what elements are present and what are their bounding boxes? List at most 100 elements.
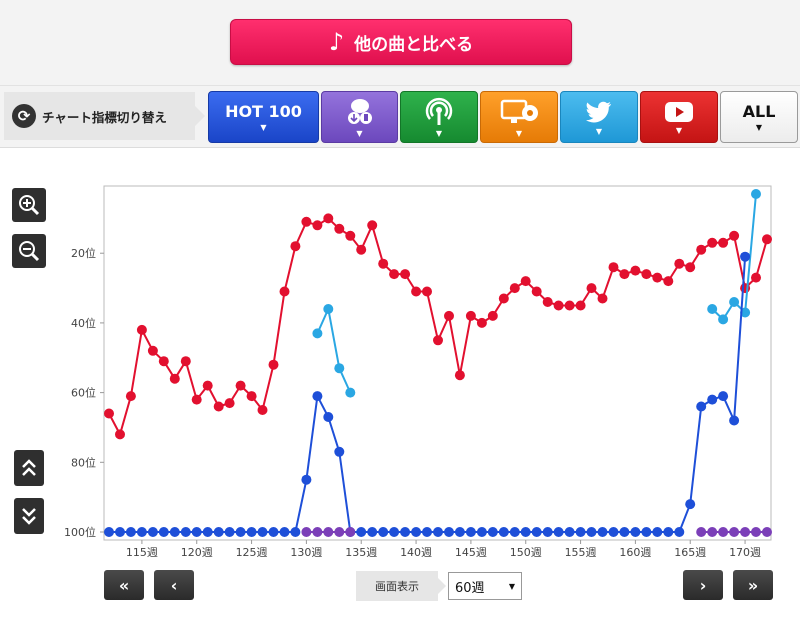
tab-radio[interactable]: ▼ xyxy=(400,91,478,143)
data-point xyxy=(564,300,575,311)
view-label: 画面表示 xyxy=(356,571,446,601)
tab-youtube[interactable]: ▼ xyxy=(640,91,718,143)
prev-page-button[interactable]: ‹ xyxy=(154,570,194,600)
data-point xyxy=(641,527,652,537)
data-point xyxy=(553,300,564,311)
data-point xyxy=(290,527,301,537)
data-point xyxy=(630,265,641,276)
music-note-icon: ♪ xyxy=(328,28,345,56)
data-point xyxy=(740,527,751,537)
tab-download[interactable]: ▼ xyxy=(321,91,398,143)
data-point xyxy=(718,237,729,248)
data-point xyxy=(257,405,268,415)
data-point xyxy=(136,527,147,537)
x-tick-label: 160週 xyxy=(619,546,651,559)
download-icon xyxy=(347,98,372,124)
label-arrow xyxy=(195,106,205,126)
data-point xyxy=(740,251,751,262)
data-point xyxy=(575,300,586,311)
data-point xyxy=(400,269,411,280)
data-point xyxy=(312,527,323,537)
data-point xyxy=(509,527,520,537)
series-line xyxy=(316,305,352,394)
data-point xyxy=(104,527,114,537)
data-point xyxy=(696,527,707,537)
data-point xyxy=(729,230,740,241)
data-point xyxy=(696,244,707,255)
first-page-button[interactable]: « xyxy=(104,570,144,600)
data-point xyxy=(597,527,608,537)
data-point xyxy=(378,527,389,537)
data-point xyxy=(411,527,422,537)
y-tick-label: 20位 xyxy=(71,246,96,260)
data-point xyxy=(575,527,586,537)
cycle-icon: ⟳ xyxy=(12,104,36,128)
caret-down-icon: ▼ xyxy=(356,128,363,138)
indicator-switch-label: ⟳ チャート指標切り替え xyxy=(4,92,205,140)
data-point xyxy=(136,324,147,335)
tab-twitter[interactable]: ▼ xyxy=(560,91,638,143)
data-point xyxy=(312,328,323,339)
series-line xyxy=(109,256,747,533)
data-point xyxy=(707,237,718,248)
data-point xyxy=(246,391,257,402)
data-point xyxy=(235,527,246,537)
series-1 xyxy=(312,189,761,398)
y-tick-label: 80位 xyxy=(71,455,96,469)
tab-hot100[interactable]: HOT 100 ▼ xyxy=(208,91,319,143)
data-point xyxy=(334,446,345,457)
data-point xyxy=(531,286,542,297)
next-page-button[interactable]: › xyxy=(683,570,723,600)
compare-button-label: 他の曲と比べる xyxy=(354,34,474,55)
x-tick-label: 130週 xyxy=(290,546,322,559)
data-point xyxy=(740,307,751,318)
data-point xyxy=(433,527,443,537)
data-point xyxy=(487,310,498,321)
x-tick-label: 145週 xyxy=(455,546,487,559)
zoom-out-button[interactable] xyxy=(12,234,46,268)
data-point xyxy=(652,272,663,283)
indicator-switch-text: チャート指標切り替え xyxy=(42,109,167,125)
data-point xyxy=(498,293,509,304)
zoom-in-button[interactable] xyxy=(12,188,46,222)
data-point xyxy=(740,283,751,294)
last-page-button[interactable]: » xyxy=(733,570,773,600)
data-point xyxy=(444,527,454,537)
data-point xyxy=(411,286,422,297)
data-point xyxy=(334,363,345,374)
data-point xyxy=(487,527,498,537)
data-point xyxy=(345,527,356,537)
x-axis: 115週 120週 125週 130週 135週 140週 145週 150週 155週 160週… xyxy=(126,540,761,559)
scroll-up-button[interactable] xyxy=(14,450,44,486)
scroll-down-button[interactable] xyxy=(14,498,44,534)
x-tick-label: 140週 xyxy=(400,546,432,559)
data-point xyxy=(345,230,356,241)
view-select[interactable]: 60週 ▼ xyxy=(448,572,522,600)
data-point xyxy=(564,527,575,537)
chevron-right-icon: › xyxy=(699,575,707,595)
data-point xyxy=(509,283,520,294)
data-point xyxy=(619,269,630,280)
data-point xyxy=(608,527,619,537)
data-point xyxy=(158,527,169,537)
tab-tv[interactable]: ▼ xyxy=(480,91,558,143)
data-point xyxy=(323,527,334,537)
compare-button[interactable]: ♪ 他の曲と比べる xyxy=(230,19,572,65)
data-point xyxy=(356,244,367,255)
tab-all-label: ALL xyxy=(742,102,776,121)
data-point xyxy=(465,527,476,537)
data-point xyxy=(334,527,345,537)
data-point xyxy=(268,359,279,370)
data-point xyxy=(191,527,202,537)
indicator-switch-bar: ⟳ チャート指標切り替え HOT 100 ▼ ▼ ▼ ▼ xyxy=(0,86,800,148)
data-point xyxy=(104,408,114,419)
series-line xyxy=(108,217,768,438)
data-point xyxy=(224,398,235,409)
data-point xyxy=(707,527,718,537)
data-point xyxy=(323,304,334,314)
tab-all[interactable]: ALL ▼ xyxy=(720,91,798,143)
zoom-in-icon xyxy=(19,195,40,216)
data-point xyxy=(213,527,224,537)
data-point xyxy=(685,499,696,510)
data-point xyxy=(696,401,707,412)
